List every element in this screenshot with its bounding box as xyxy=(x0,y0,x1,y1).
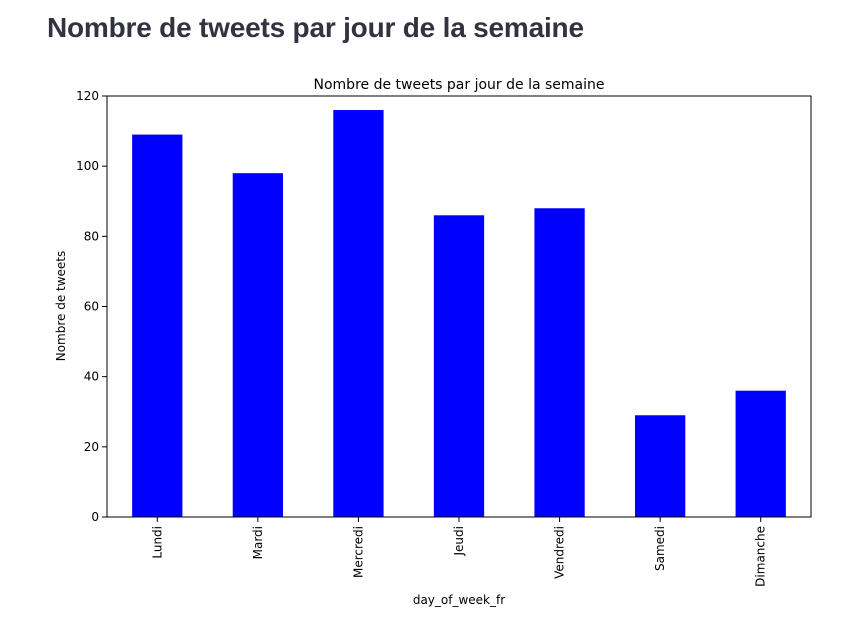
bar-lundi xyxy=(132,134,183,517)
y-tick-label: 80 xyxy=(84,229,99,243)
y-tick-label: 0 xyxy=(91,510,99,524)
chart-title: Nombre de tweets par jour de la semaine xyxy=(314,77,605,93)
bar-vendredi xyxy=(534,208,585,517)
x-tick-label: Samedi xyxy=(653,526,667,571)
y-tick-label: 20 xyxy=(84,440,99,454)
x-tick-label: Lundi xyxy=(150,526,164,559)
bar-samedi xyxy=(635,415,686,517)
x-tick-label: Mercredi xyxy=(351,526,365,578)
page-title: Nombre de tweets par jour de la semaine xyxy=(47,12,584,43)
x-axis-label: day_of_week_fr xyxy=(413,593,505,607)
y-axis-label: Nombre de tweets xyxy=(54,251,68,362)
x-axis: Lundi Mardi Mercredi Jeudi Vendredi Samedi Dim… xyxy=(150,517,768,587)
y-tick-label: 100 xyxy=(76,159,99,173)
y-tick-label: 120 xyxy=(76,89,99,103)
bar-mardi xyxy=(232,173,283,517)
bar-mercredi xyxy=(333,110,384,518)
y-tick-label: 40 xyxy=(84,370,99,384)
x-tick-label: Dimanche xyxy=(754,526,768,587)
y-axis: 0 20 40 60 80 100 120 xyxy=(76,89,107,524)
bars-group xyxy=(132,110,786,518)
x-tick-label: Mardi xyxy=(251,526,265,559)
x-tick-label: Jeudi xyxy=(452,526,466,556)
y-tick-label: 60 xyxy=(84,300,99,314)
x-tick-label: Vendredi xyxy=(553,526,567,579)
bar-dimanche xyxy=(735,390,786,517)
bar-jeudi xyxy=(433,215,485,518)
